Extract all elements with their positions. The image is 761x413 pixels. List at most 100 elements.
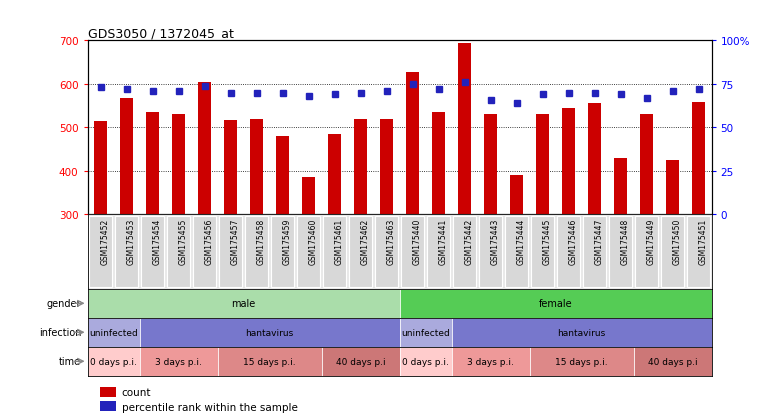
Text: GSM175449: GSM175449 (647, 218, 655, 265)
Bar (322, 347, 400, 376)
FancyBboxPatch shape (687, 216, 710, 287)
FancyBboxPatch shape (531, 216, 554, 287)
Bar (250, 119, 263, 215)
Text: GSM175455: GSM175455 (179, 218, 187, 265)
Text: 40 days p.i: 40 days p.i (648, 357, 697, 366)
Text: time: time (59, 356, 81, 366)
Bar (380, 119, 393, 215)
Text: GSM175442: GSM175442 (464, 218, 473, 265)
FancyBboxPatch shape (167, 216, 190, 287)
Bar (139, 318, 400, 347)
Text: male: male (231, 299, 256, 309)
Bar (666, 161, 679, 215)
Bar (633, 347, 712, 376)
Bar (172, 115, 185, 215)
Text: hantavirus: hantavirus (557, 328, 606, 337)
Bar (100, 387, 116, 396)
Bar (640, 115, 653, 215)
Text: GSM175463: GSM175463 (387, 218, 396, 265)
Text: gender: gender (46, 299, 81, 309)
Bar (120, 99, 133, 215)
FancyBboxPatch shape (323, 216, 346, 287)
FancyBboxPatch shape (609, 216, 632, 287)
Text: GSM175446: GSM175446 (568, 218, 578, 265)
Bar (614, 158, 627, 215)
FancyBboxPatch shape (635, 216, 658, 287)
Text: GSM175454: GSM175454 (152, 218, 161, 265)
Text: GSM175462: GSM175462 (361, 218, 370, 265)
Text: GSM175453: GSM175453 (126, 218, 135, 265)
Bar (510, 176, 523, 215)
FancyBboxPatch shape (401, 216, 424, 287)
Text: GSM175458: GSM175458 (256, 218, 266, 265)
FancyBboxPatch shape (115, 216, 139, 287)
Text: uninfected: uninfected (89, 328, 138, 337)
Bar (451, 318, 712, 347)
Text: GSM175443: GSM175443 (491, 218, 499, 265)
Text: GSM175450: GSM175450 (673, 218, 682, 265)
Bar (302, 178, 315, 215)
Text: GSM175445: GSM175445 (543, 218, 552, 265)
Bar (88, 289, 400, 318)
Text: count: count (122, 387, 151, 397)
Bar (88, 318, 139, 347)
Text: GSM175456: GSM175456 (205, 218, 214, 265)
Bar (100, 401, 116, 411)
Text: uninfected: uninfected (401, 328, 450, 337)
Bar (400, 318, 451, 347)
Text: infection: infection (39, 328, 81, 337)
FancyBboxPatch shape (661, 216, 684, 287)
Text: GDS3050 / 1372045_at: GDS3050 / 1372045_at (88, 27, 234, 40)
Text: 40 days p.i: 40 days p.i (336, 357, 385, 366)
Bar (198, 83, 211, 215)
Text: GSM175451: GSM175451 (699, 218, 708, 265)
Bar (400, 347, 451, 376)
Bar (432, 113, 445, 215)
FancyBboxPatch shape (583, 216, 607, 287)
Bar (484, 115, 497, 215)
Text: GSM175461: GSM175461 (335, 218, 343, 265)
FancyBboxPatch shape (89, 216, 112, 287)
Bar (139, 347, 218, 376)
Bar (328, 135, 341, 215)
FancyBboxPatch shape (245, 216, 268, 287)
Text: 3 days p.i.: 3 days p.i. (155, 357, 202, 366)
Text: GSM175460: GSM175460 (308, 218, 317, 265)
Bar (400, 289, 712, 318)
Bar (536, 115, 549, 215)
FancyBboxPatch shape (349, 216, 372, 287)
Bar (276, 137, 289, 215)
FancyBboxPatch shape (557, 216, 580, 287)
Text: 0 days p.i.: 0 days p.i. (90, 357, 137, 366)
Text: GSM175447: GSM175447 (594, 218, 603, 265)
FancyBboxPatch shape (297, 216, 320, 287)
Bar (530, 347, 633, 376)
Text: 0 days p.i.: 0 days p.i. (402, 357, 449, 366)
Bar (588, 104, 601, 215)
Text: percentile rank within the sample: percentile rank within the sample (122, 402, 298, 412)
Bar (218, 347, 322, 376)
Text: 3 days p.i.: 3 days p.i. (467, 357, 514, 366)
Text: GSM175459: GSM175459 (282, 218, 291, 265)
Text: GSM175448: GSM175448 (620, 218, 629, 265)
Bar (451, 347, 530, 376)
Text: GSM175444: GSM175444 (517, 218, 526, 265)
FancyBboxPatch shape (427, 216, 451, 287)
FancyBboxPatch shape (453, 216, 476, 287)
Text: hantavirus: hantavirus (245, 328, 294, 337)
Text: female: female (539, 299, 572, 309)
Bar (562, 109, 575, 215)
FancyBboxPatch shape (219, 216, 242, 287)
Text: 15 days p.i.: 15 days p.i. (556, 357, 608, 366)
Bar (224, 120, 237, 215)
Bar (354, 119, 367, 215)
FancyBboxPatch shape (505, 216, 528, 287)
Text: GSM175440: GSM175440 (412, 218, 422, 265)
Bar (94, 121, 107, 215)
Text: 15 days p.i.: 15 days p.i. (244, 357, 296, 366)
FancyBboxPatch shape (141, 216, 164, 287)
FancyBboxPatch shape (479, 216, 502, 287)
FancyBboxPatch shape (375, 216, 398, 287)
Text: GSM175457: GSM175457 (231, 218, 240, 265)
FancyBboxPatch shape (193, 216, 216, 287)
